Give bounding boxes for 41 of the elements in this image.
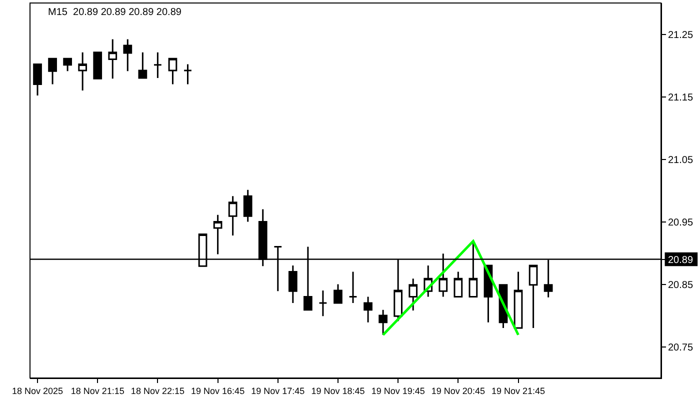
- y-tick-label: 21.05: [668, 154, 694, 166]
- candlestick: [228, 195, 238, 236]
- candlestick: [528, 264, 538, 329]
- candlestick: [183, 64, 192, 85]
- x-tick-label: 19 Nov 20:45: [431, 386, 485, 396]
- candlestick: [78, 52, 88, 92]
- candlestick: [123, 38, 132, 72]
- candlestick: [63, 58, 72, 72]
- x-tick-label: 19 Nov 17:45: [251, 386, 305, 396]
- candlestick: [378, 309, 388, 336]
- candlestick: [243, 189, 252, 222]
- x-tick-label: 19 Nov 16:45: [191, 386, 245, 396]
- candlestick: [93, 52, 102, 80]
- candlestick: [348, 271, 358, 304]
- candlestick: [153, 52, 162, 79]
- candlestick: [213, 214, 222, 255]
- candlestick: [334, 284, 342, 304]
- chart-title: M15 20.89 20.89 20.89 20.89: [48, 7, 182, 18]
- x-tick-label: 18 Nov 2025: [12, 386, 64, 396]
- candlestick: [108, 38, 118, 80]
- candlestick: [514, 271, 523, 329]
- candlestick: [168, 58, 178, 85]
- x-tick-label: 18 Nov 21:15: [70, 386, 124, 396]
- candlestick: [318, 290, 328, 317]
- candlestick: [48, 58, 57, 85]
- x-tick-label: 18 Nov 22:15: [130, 386, 184, 396]
- y-tick-label: 21.15: [668, 92, 694, 104]
- x-tick-label: 19 Nov 21:45: [491, 386, 546, 396]
- candlestick: [408, 278, 418, 312]
- y-tick-label: 20.95: [668, 217, 694, 228]
- x-tick-label: 19 Nov 18:45: [311, 386, 365, 396]
- y-tick-label: 20.75: [668, 342, 694, 354]
- candlestick: [138, 52, 148, 79]
- x-tick-label: 19 Nov 19:45: [371, 386, 425, 396]
- ref-line-label: 20.89: [668, 254, 694, 266]
- candlestick: [454, 271, 463, 298]
- y-tick-label: 20.85: [668, 280, 694, 291]
- y-tick-label: 21.25: [668, 30, 694, 41]
- candlestick: [288, 264, 298, 304]
- candlestick: [33, 64, 42, 96]
- candlestick: [364, 296, 372, 324]
